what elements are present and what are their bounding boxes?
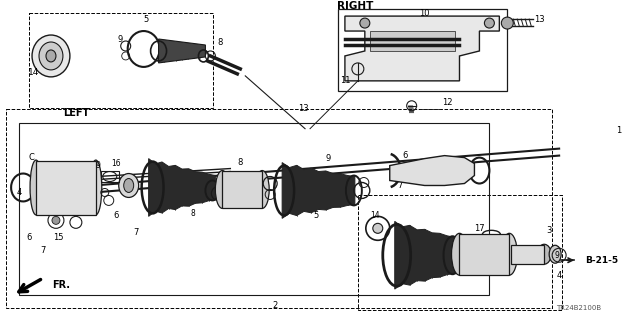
Ellipse shape — [435, 163, 454, 179]
Text: 10: 10 — [419, 9, 430, 18]
Text: 12: 12 — [442, 98, 452, 107]
Text: 8: 8 — [237, 158, 243, 167]
Text: 8: 8 — [190, 209, 195, 218]
Polygon shape — [36, 161, 96, 215]
Text: 13: 13 — [534, 15, 545, 24]
Text: 15: 15 — [52, 233, 63, 242]
Text: 7: 7 — [40, 246, 45, 255]
Polygon shape — [511, 245, 544, 264]
Circle shape — [373, 223, 383, 233]
Ellipse shape — [452, 233, 467, 275]
Ellipse shape — [124, 179, 134, 192]
Text: 7: 7 — [397, 181, 403, 190]
Text: 9: 9 — [325, 154, 331, 163]
Circle shape — [52, 216, 60, 224]
Text: 1: 1 — [616, 126, 621, 135]
Polygon shape — [222, 171, 262, 208]
Polygon shape — [460, 234, 509, 275]
Ellipse shape — [255, 171, 269, 208]
Text: C: C — [28, 153, 34, 162]
Text: 6: 6 — [113, 211, 118, 220]
Ellipse shape — [90, 160, 102, 215]
Polygon shape — [390, 156, 474, 186]
Ellipse shape — [39, 42, 63, 70]
Ellipse shape — [32, 35, 70, 77]
Ellipse shape — [537, 244, 551, 264]
Text: FR.: FR. — [52, 280, 70, 290]
Text: 7: 7 — [133, 228, 138, 237]
Text: 16: 16 — [111, 159, 120, 168]
Polygon shape — [159, 39, 205, 63]
Ellipse shape — [424, 156, 465, 185]
Text: 9: 9 — [117, 35, 122, 44]
Text: 3: 3 — [547, 226, 552, 235]
Circle shape — [501, 17, 513, 29]
Text: 4: 4 — [17, 188, 22, 197]
Polygon shape — [282, 163, 355, 218]
Text: 5: 5 — [143, 15, 148, 24]
Text: 17: 17 — [474, 224, 484, 233]
Ellipse shape — [46, 50, 56, 62]
Ellipse shape — [30, 160, 42, 215]
Polygon shape — [395, 221, 454, 289]
Text: 9: 9 — [95, 161, 100, 170]
Ellipse shape — [119, 173, 139, 197]
Text: 8: 8 — [218, 38, 223, 47]
Text: 11: 11 — [340, 76, 350, 85]
Text: 14: 14 — [28, 68, 40, 77]
Text: 9: 9 — [555, 251, 559, 260]
Polygon shape — [148, 159, 216, 216]
Ellipse shape — [216, 171, 229, 208]
Text: TR24B2100B: TR24B2100B — [557, 305, 602, 311]
Text: 2: 2 — [273, 300, 278, 309]
Text: 13: 13 — [298, 104, 308, 113]
Text: 5: 5 — [314, 211, 319, 220]
Text: 4: 4 — [557, 271, 562, 280]
Polygon shape — [370, 31, 454, 51]
Text: B-21-5: B-21-5 — [586, 256, 618, 265]
Text: 14: 14 — [370, 211, 380, 220]
Polygon shape — [345, 16, 499, 81]
Ellipse shape — [549, 245, 561, 263]
Ellipse shape — [501, 233, 517, 275]
Circle shape — [360, 18, 370, 28]
Text: LEFT: LEFT — [63, 108, 89, 118]
Text: RIGHT: RIGHT — [337, 1, 373, 11]
Text: 6: 6 — [402, 151, 408, 160]
Text: 6: 6 — [26, 233, 32, 242]
Circle shape — [484, 18, 494, 28]
